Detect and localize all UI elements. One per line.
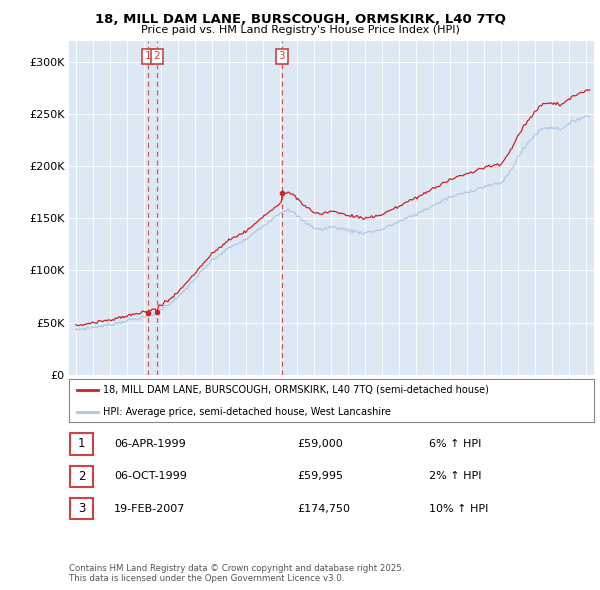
Text: 2: 2 [78,470,85,483]
Text: 2: 2 [154,51,160,61]
Text: 18, MILL DAM LANE, BURSCOUGH, ORMSKIRK, L40 7TQ (semi-detached house): 18, MILL DAM LANE, BURSCOUGH, ORMSKIRK, … [103,385,489,395]
Text: 10% ↑ HPI: 10% ↑ HPI [429,504,488,514]
Text: Contains HM Land Registry data © Crown copyright and database right 2025.
This d: Contains HM Land Registry data © Crown c… [69,563,404,583]
Text: 2% ↑ HPI: 2% ↑ HPI [429,471,482,481]
Text: £59,000: £59,000 [297,439,343,449]
Text: £59,995: £59,995 [297,471,343,481]
Text: HPI: Average price, semi-detached house, West Lancashire: HPI: Average price, semi-detached house,… [103,407,391,417]
Text: 18, MILL DAM LANE, BURSCOUGH, ORMSKIRK, L40 7TQ: 18, MILL DAM LANE, BURSCOUGH, ORMSKIRK, … [95,13,505,26]
Text: 3: 3 [278,51,285,61]
Text: 6% ↑ HPI: 6% ↑ HPI [429,439,481,449]
Text: Price paid vs. HM Land Registry's House Price Index (HPI): Price paid vs. HM Land Registry's House … [140,25,460,35]
Text: 06-OCT-1999: 06-OCT-1999 [114,471,187,481]
Text: 3: 3 [78,502,85,516]
Text: 06-APR-1999: 06-APR-1999 [114,439,186,449]
Text: 1: 1 [78,437,85,451]
Text: 1: 1 [145,51,152,61]
Text: 19-FEB-2007: 19-FEB-2007 [114,504,185,514]
Text: £174,750: £174,750 [297,504,350,514]
